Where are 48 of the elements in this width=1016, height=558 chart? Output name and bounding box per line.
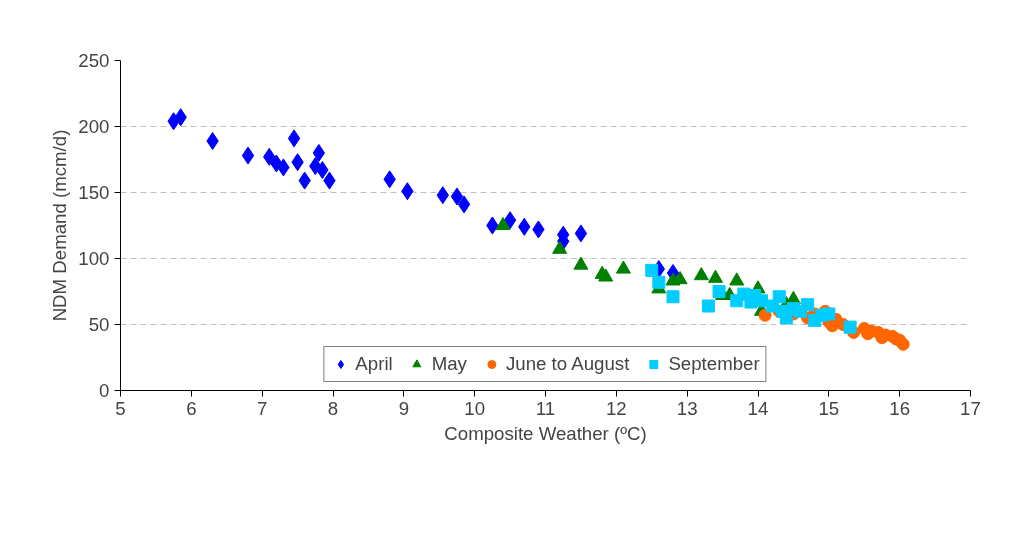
- x-tick-label: 13: [676, 397, 698, 419]
- point: [615, 260, 631, 274]
- y-tick-label: 0: [99, 380, 110, 401]
- x-axis-title: Composite Weather (ºC): [444, 422, 647, 444]
- x-tick-label: 7: [256, 397, 268, 419]
- point: [574, 224, 588, 243]
- point: [801, 298, 815, 312]
- x-tick-label: 10: [464, 397, 486, 419]
- legend-label: June to August: [505, 353, 630, 375]
- point: [287, 129, 301, 148]
- point: [693, 267, 709, 281]
- point: [457, 195, 471, 214]
- point: [598, 268, 614, 282]
- point: [573, 256, 589, 270]
- point: [843, 320, 857, 334]
- point: [729, 272, 745, 286]
- y-axis-title: NDM Demand (mcm/d): [49, 129, 71, 322]
- point: [701, 299, 715, 313]
- point: [450, 187, 464, 206]
- x-tick-label: 14: [747, 397, 769, 419]
- x-tick-label: 8: [327, 397, 339, 419]
- x-tick-label: 5: [115, 397, 126, 419]
- y-tick-label: 200: [78, 116, 110, 137]
- point: [652, 275, 666, 289]
- legend-label: September: [668, 353, 760, 375]
- legend-label: April: [355, 353, 393, 375]
- point: [708, 269, 723, 283]
- point: [495, 216, 511, 231]
- point: [552, 240, 568, 254]
- point: [503, 211, 517, 230]
- x-tick-label: 15: [818, 397, 840, 419]
- point: [822, 307, 836, 321]
- point: [241, 146, 255, 165]
- x-tick-label: 11: [535, 397, 556, 419]
- point: [772, 290, 786, 304]
- x-tick-label: 17: [960, 397, 981, 419]
- y-tick-label: 100: [78, 248, 110, 269]
- point: [666, 290, 680, 304]
- x-tick-label: 12: [605, 397, 627, 419]
- x-tick-label: 9: [398, 397, 410, 419]
- y-tick-label: 50: [88, 314, 110, 335]
- point: [645, 263, 659, 277]
- x-tick-label: 6: [186, 397, 197, 419]
- legend-label: May: [431, 353, 467, 375]
- x-tick-label: 16: [889, 397, 911, 419]
- y-tick-label: 250: [78, 50, 110, 71]
- point: [896, 337, 910, 351]
- y-tick-label: 150: [78, 182, 110, 203]
